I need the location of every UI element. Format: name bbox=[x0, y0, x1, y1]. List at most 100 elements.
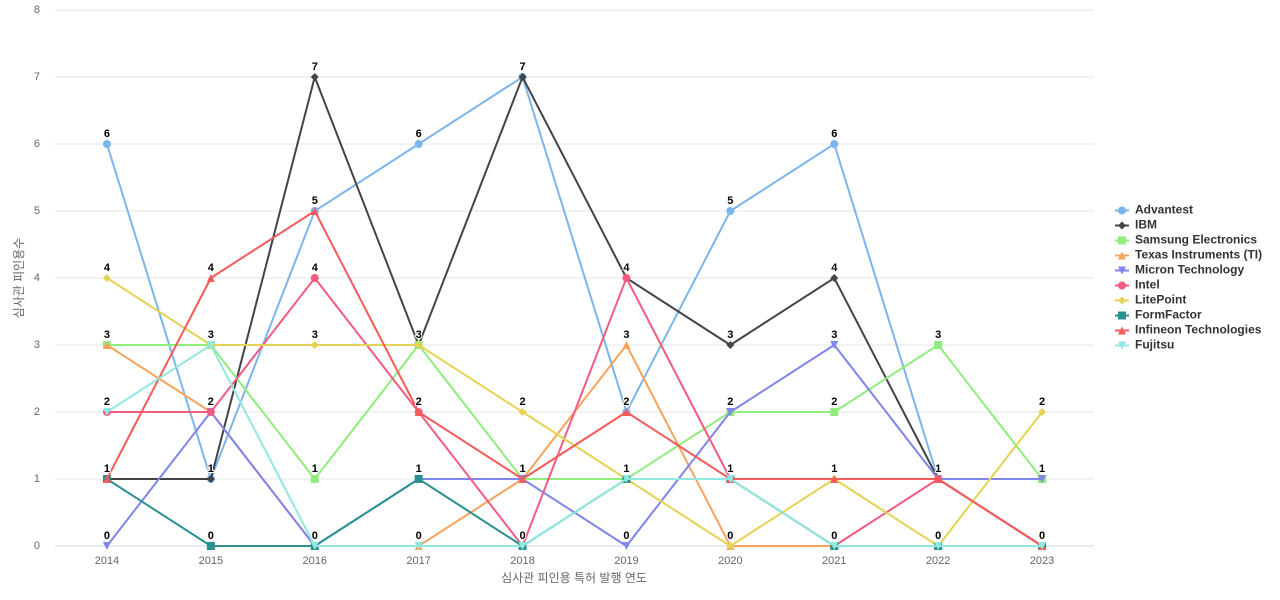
legend-item: Infineon Technologies bbox=[1115, 323, 1262, 337]
series bbox=[102, 207, 1047, 550]
data-label: 4 bbox=[831, 262, 838, 274]
data-label: 5 bbox=[727, 195, 733, 207]
line bbox=[106, 343, 1043, 547]
point bbox=[414, 408, 423, 416]
point bbox=[934, 542, 943, 550]
data-label: 1 bbox=[831, 463, 837, 475]
legend-item: Intel bbox=[1115, 278, 1160, 292]
point bbox=[518, 475, 527, 483]
x-tick-label: 2020 bbox=[718, 555, 742, 567]
data-label: 2 bbox=[831, 396, 837, 408]
data-label: 3 bbox=[104, 329, 110, 341]
data-label: 6 bbox=[104, 128, 110, 140]
legend-label: Samsung Electronics bbox=[1135, 233, 1257, 247]
legend-label: IBM bbox=[1135, 218, 1157, 232]
data-label: 2 bbox=[1039, 396, 1045, 408]
data-label: 1 bbox=[519, 463, 525, 475]
data-label: 3 bbox=[623, 329, 629, 341]
point bbox=[518, 408, 527, 416]
point bbox=[414, 475, 423, 483]
legend-label: FormFactor bbox=[1135, 308, 1202, 322]
x-tick-label: 2018 bbox=[510, 555, 534, 567]
y-tick-label: 5 bbox=[34, 205, 40, 217]
data-label: 3 bbox=[831, 329, 837, 341]
data-label: 2 bbox=[623, 396, 629, 408]
legend-marker bbox=[1118, 296, 1126, 305]
point bbox=[102, 341, 111, 349]
point bbox=[830, 140, 839, 148]
legend-label: Micron Technology bbox=[1135, 263, 1244, 277]
point bbox=[622, 408, 631, 416]
data-label: 6 bbox=[831, 128, 837, 140]
legend-marker bbox=[1118, 236, 1126, 245]
series bbox=[102, 341, 1047, 550]
data-label: 0 bbox=[519, 530, 525, 542]
point bbox=[934, 341, 943, 349]
data-label: 3 bbox=[416, 329, 422, 341]
point bbox=[206, 475, 215, 483]
data-label: 1 bbox=[1039, 463, 1045, 475]
legend-item: IBM bbox=[1115, 218, 1157, 232]
x-axis-title: 심사관 피인용 특허 발행 연도 bbox=[501, 570, 647, 585]
point bbox=[830, 475, 839, 483]
point bbox=[830, 408, 839, 416]
x-tick-label: 2021 bbox=[822, 555, 846, 567]
data-label: 7 bbox=[312, 61, 318, 73]
point bbox=[622, 542, 631, 550]
point bbox=[726, 207, 735, 215]
point bbox=[414, 341, 423, 349]
point bbox=[726, 408, 735, 416]
point bbox=[310, 341, 319, 349]
data-label: 0 bbox=[935, 530, 941, 542]
data-label: 1 bbox=[727, 463, 733, 475]
y-tick-label: 2 bbox=[34, 406, 40, 418]
data-label: 2 bbox=[104, 396, 110, 408]
point bbox=[310, 207, 319, 215]
point bbox=[102, 542, 111, 550]
point bbox=[622, 274, 631, 282]
data-label: 0 bbox=[312, 530, 318, 542]
data-label: 0 bbox=[104, 530, 110, 542]
legend-label: Texas Instruments (TI) bbox=[1135, 248, 1262, 262]
legend-marker bbox=[1118, 311, 1126, 320]
line bbox=[106, 343, 1043, 481]
legend-item: LitePoint bbox=[1115, 293, 1186, 307]
data-label: 0 bbox=[831, 530, 837, 542]
point bbox=[102, 408, 111, 416]
legend-marker bbox=[1118, 266, 1126, 275]
legend-label: Infineon Technologies bbox=[1135, 323, 1262, 337]
x-tick-label: 2014 bbox=[95, 555, 119, 567]
data-label: 7 bbox=[519, 61, 525, 73]
data-label: 2 bbox=[416, 396, 422, 408]
y-tick-label: 1 bbox=[34, 473, 40, 485]
x-tick-label: 2017 bbox=[406, 555, 430, 567]
data-label: 2 bbox=[519, 396, 525, 408]
data-label: 2 bbox=[208, 396, 214, 408]
legend-marker bbox=[1118, 281, 1126, 290]
x-tick-label: 2023 bbox=[1030, 555, 1054, 567]
point bbox=[1038, 542, 1047, 550]
point bbox=[518, 73, 527, 81]
point bbox=[102, 274, 111, 282]
point bbox=[310, 475, 319, 483]
data-label: 1 bbox=[312, 463, 318, 475]
point bbox=[102, 475, 111, 483]
legend-label: Advantest bbox=[1135, 203, 1193, 217]
point bbox=[206, 341, 215, 349]
point bbox=[622, 341, 631, 349]
data-label: 3 bbox=[312, 329, 318, 341]
data-label: 1 bbox=[104, 463, 110, 475]
legend-marker bbox=[1118, 221, 1126, 230]
legend-label: Fujitsu bbox=[1135, 338, 1174, 352]
data-label: 1 bbox=[416, 463, 422, 475]
data-label: 4 bbox=[208, 262, 215, 274]
point bbox=[414, 140, 423, 148]
data-label: 3 bbox=[727, 329, 733, 341]
y-tick-label: 6 bbox=[34, 138, 40, 150]
data-label: 1 bbox=[935, 463, 941, 475]
legend-label: Intel bbox=[1135, 278, 1160, 292]
point bbox=[830, 341, 839, 349]
y-axis-title: 심사관 피인용수 bbox=[12, 238, 26, 319]
legend-marker bbox=[1118, 251, 1126, 260]
data-label: 2 bbox=[727, 396, 733, 408]
